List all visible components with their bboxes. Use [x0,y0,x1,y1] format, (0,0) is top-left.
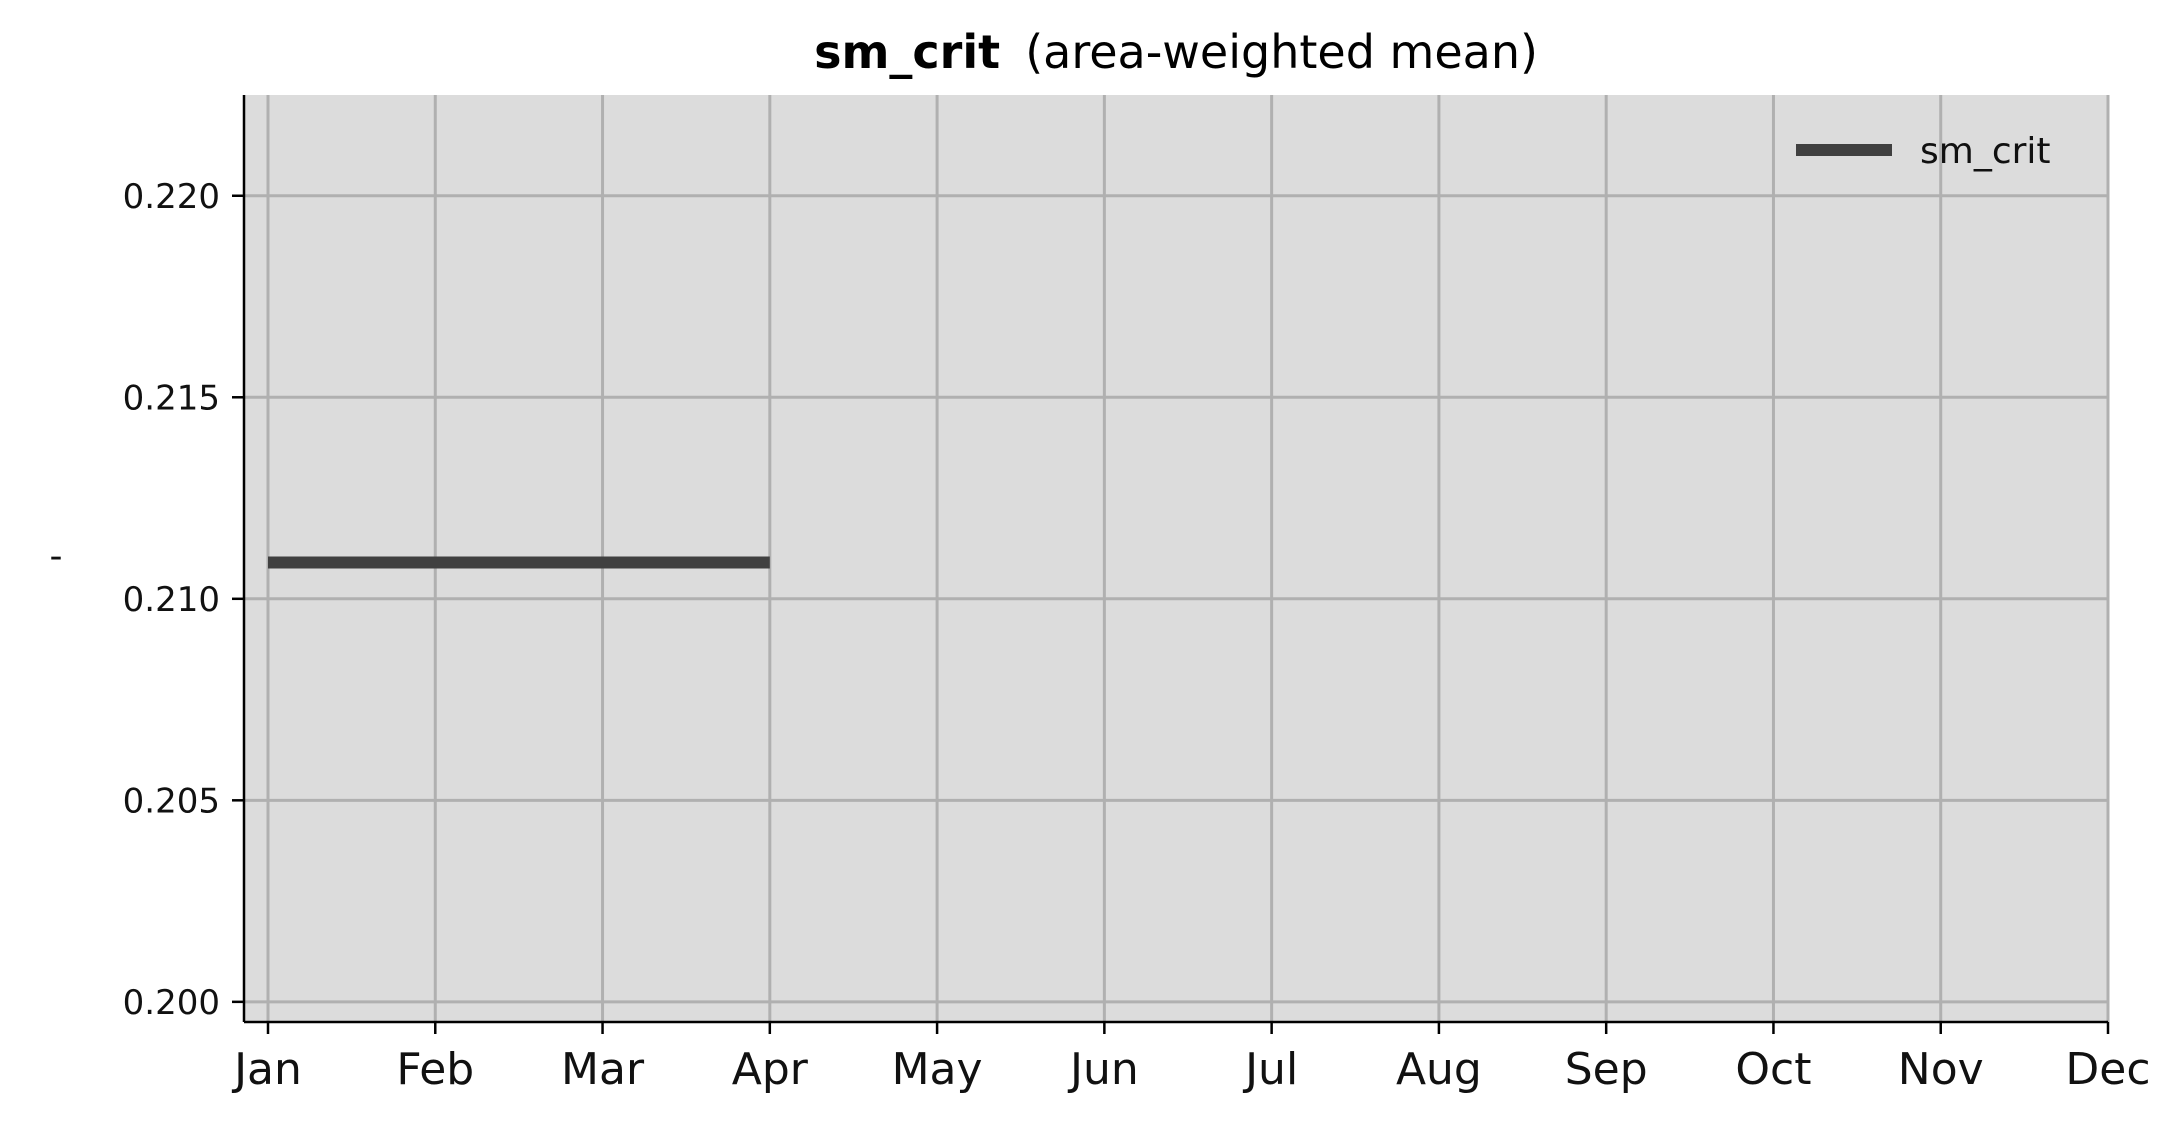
x-tick-label: Oct [1735,1044,1811,1095]
chart-subtitle: (area-weighted mean) [1025,25,1538,79]
x-tick-label: Jun [1067,1044,1139,1095]
y-tick-label: 0.205 [123,781,220,821]
x-tick-label: Dec [2065,1044,2150,1095]
chart-title-main: sm_crit [814,25,1000,79]
chart-title: sm_crit (area-weighted mean) [814,25,1538,79]
x-tick-label: Feb [396,1044,474,1095]
legend: sm_crit [1796,131,2051,172]
x-tick-label: Jan [231,1044,302,1095]
x-tick-label: May [892,1044,983,1095]
y-tick-label: 0.215 [123,378,220,418]
grid-lines [244,95,2110,1022]
axes [232,95,2110,1034]
y-tick-label: 0.210 [123,580,220,620]
tick-labels: Jan Feb Mar Apr May Jun Jul Aug Sep Oct Nov Dec 0.20… [123,177,2151,1095]
x-tick-label: Aug [1396,1044,1482,1095]
x-tick-label: Sep [1565,1044,1648,1095]
y-tick-label: 0.200 [123,983,220,1023]
legend-label: sm_crit [1920,131,2051,172]
y-tick-label: 0.220 [123,177,220,217]
x-tick-label: Mar [561,1044,645,1095]
x-tick-label: Jul [1242,1044,1298,1095]
y-axis-label: - [50,536,63,577]
x-tick-label: Apr [732,1044,809,1095]
x-tick-label: Nov [1898,1044,1984,1095]
